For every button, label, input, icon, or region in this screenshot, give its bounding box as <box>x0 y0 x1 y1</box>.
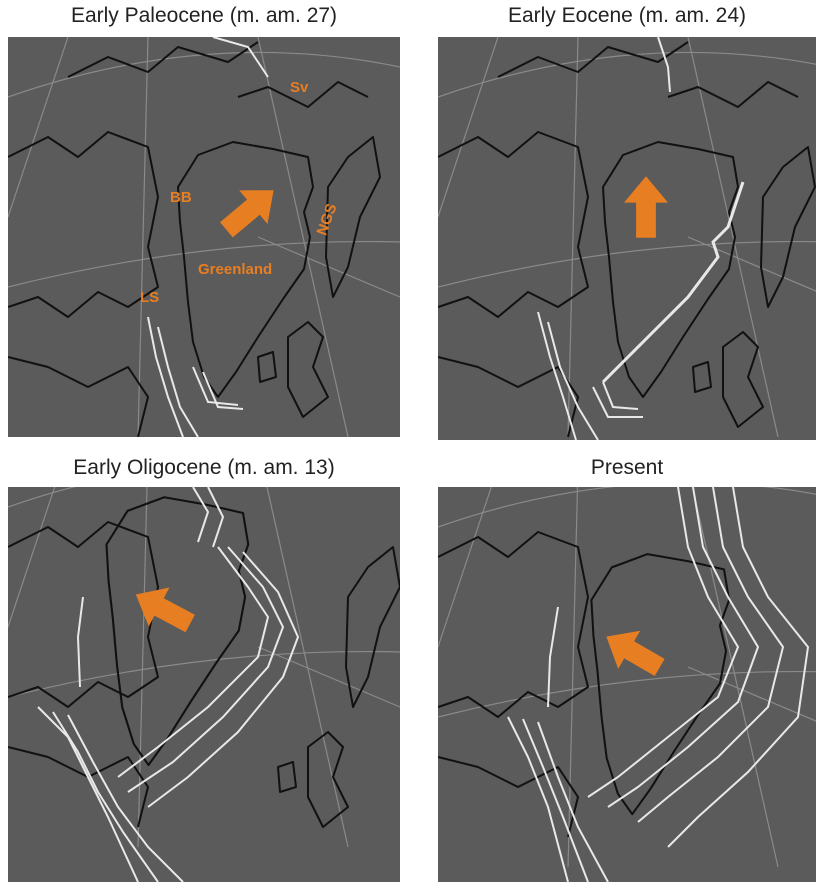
region-label: BB <box>170 189 192 206</box>
motion-arrow <box>125 575 200 643</box>
region-label: Sv <box>290 79 309 96</box>
panel-title: Early Paleocene (m. am. 27) <box>8 4 400 28</box>
map-panel: Sv BB Greenland NGS LS <box>8 37 400 437</box>
isochron <box>148 317 243 437</box>
motion-arrow <box>595 618 670 687</box>
graticule <box>438 37 816 437</box>
coastline <box>498 42 798 107</box>
graticule <box>438 487 816 867</box>
greenland-coast <box>106 497 248 765</box>
coastline <box>68 42 368 107</box>
isochron <box>538 312 643 440</box>
region-label: NGS <box>314 201 341 237</box>
panel-title: Early Oligocene (m. am. 13) <box>8 456 400 480</box>
map-panel <box>438 487 816 882</box>
isochron <box>78 597 83 687</box>
map-panel <box>8 487 400 882</box>
region-label: Greenland <box>198 261 272 278</box>
coastline <box>8 522 158 827</box>
map-panel <box>438 37 816 440</box>
region-label: LS <box>140 289 159 306</box>
coastline <box>258 137 380 417</box>
motion-arrow <box>212 173 287 246</box>
greenland-coast <box>603 142 738 397</box>
panel-title: Early Eocene (m. am. 24) <box>438 4 816 28</box>
panel-title: Present <box>438 456 816 480</box>
coastline <box>438 132 588 437</box>
isochron <box>508 487 808 882</box>
coastline <box>278 547 400 827</box>
figure: Early Paleocene (m. am. 27) Early Eocene… <box>0 0 816 882</box>
coastline <box>8 132 158 437</box>
motion-arrow <box>624 176 668 238</box>
coastline <box>693 147 815 427</box>
isochron <box>658 37 670 92</box>
